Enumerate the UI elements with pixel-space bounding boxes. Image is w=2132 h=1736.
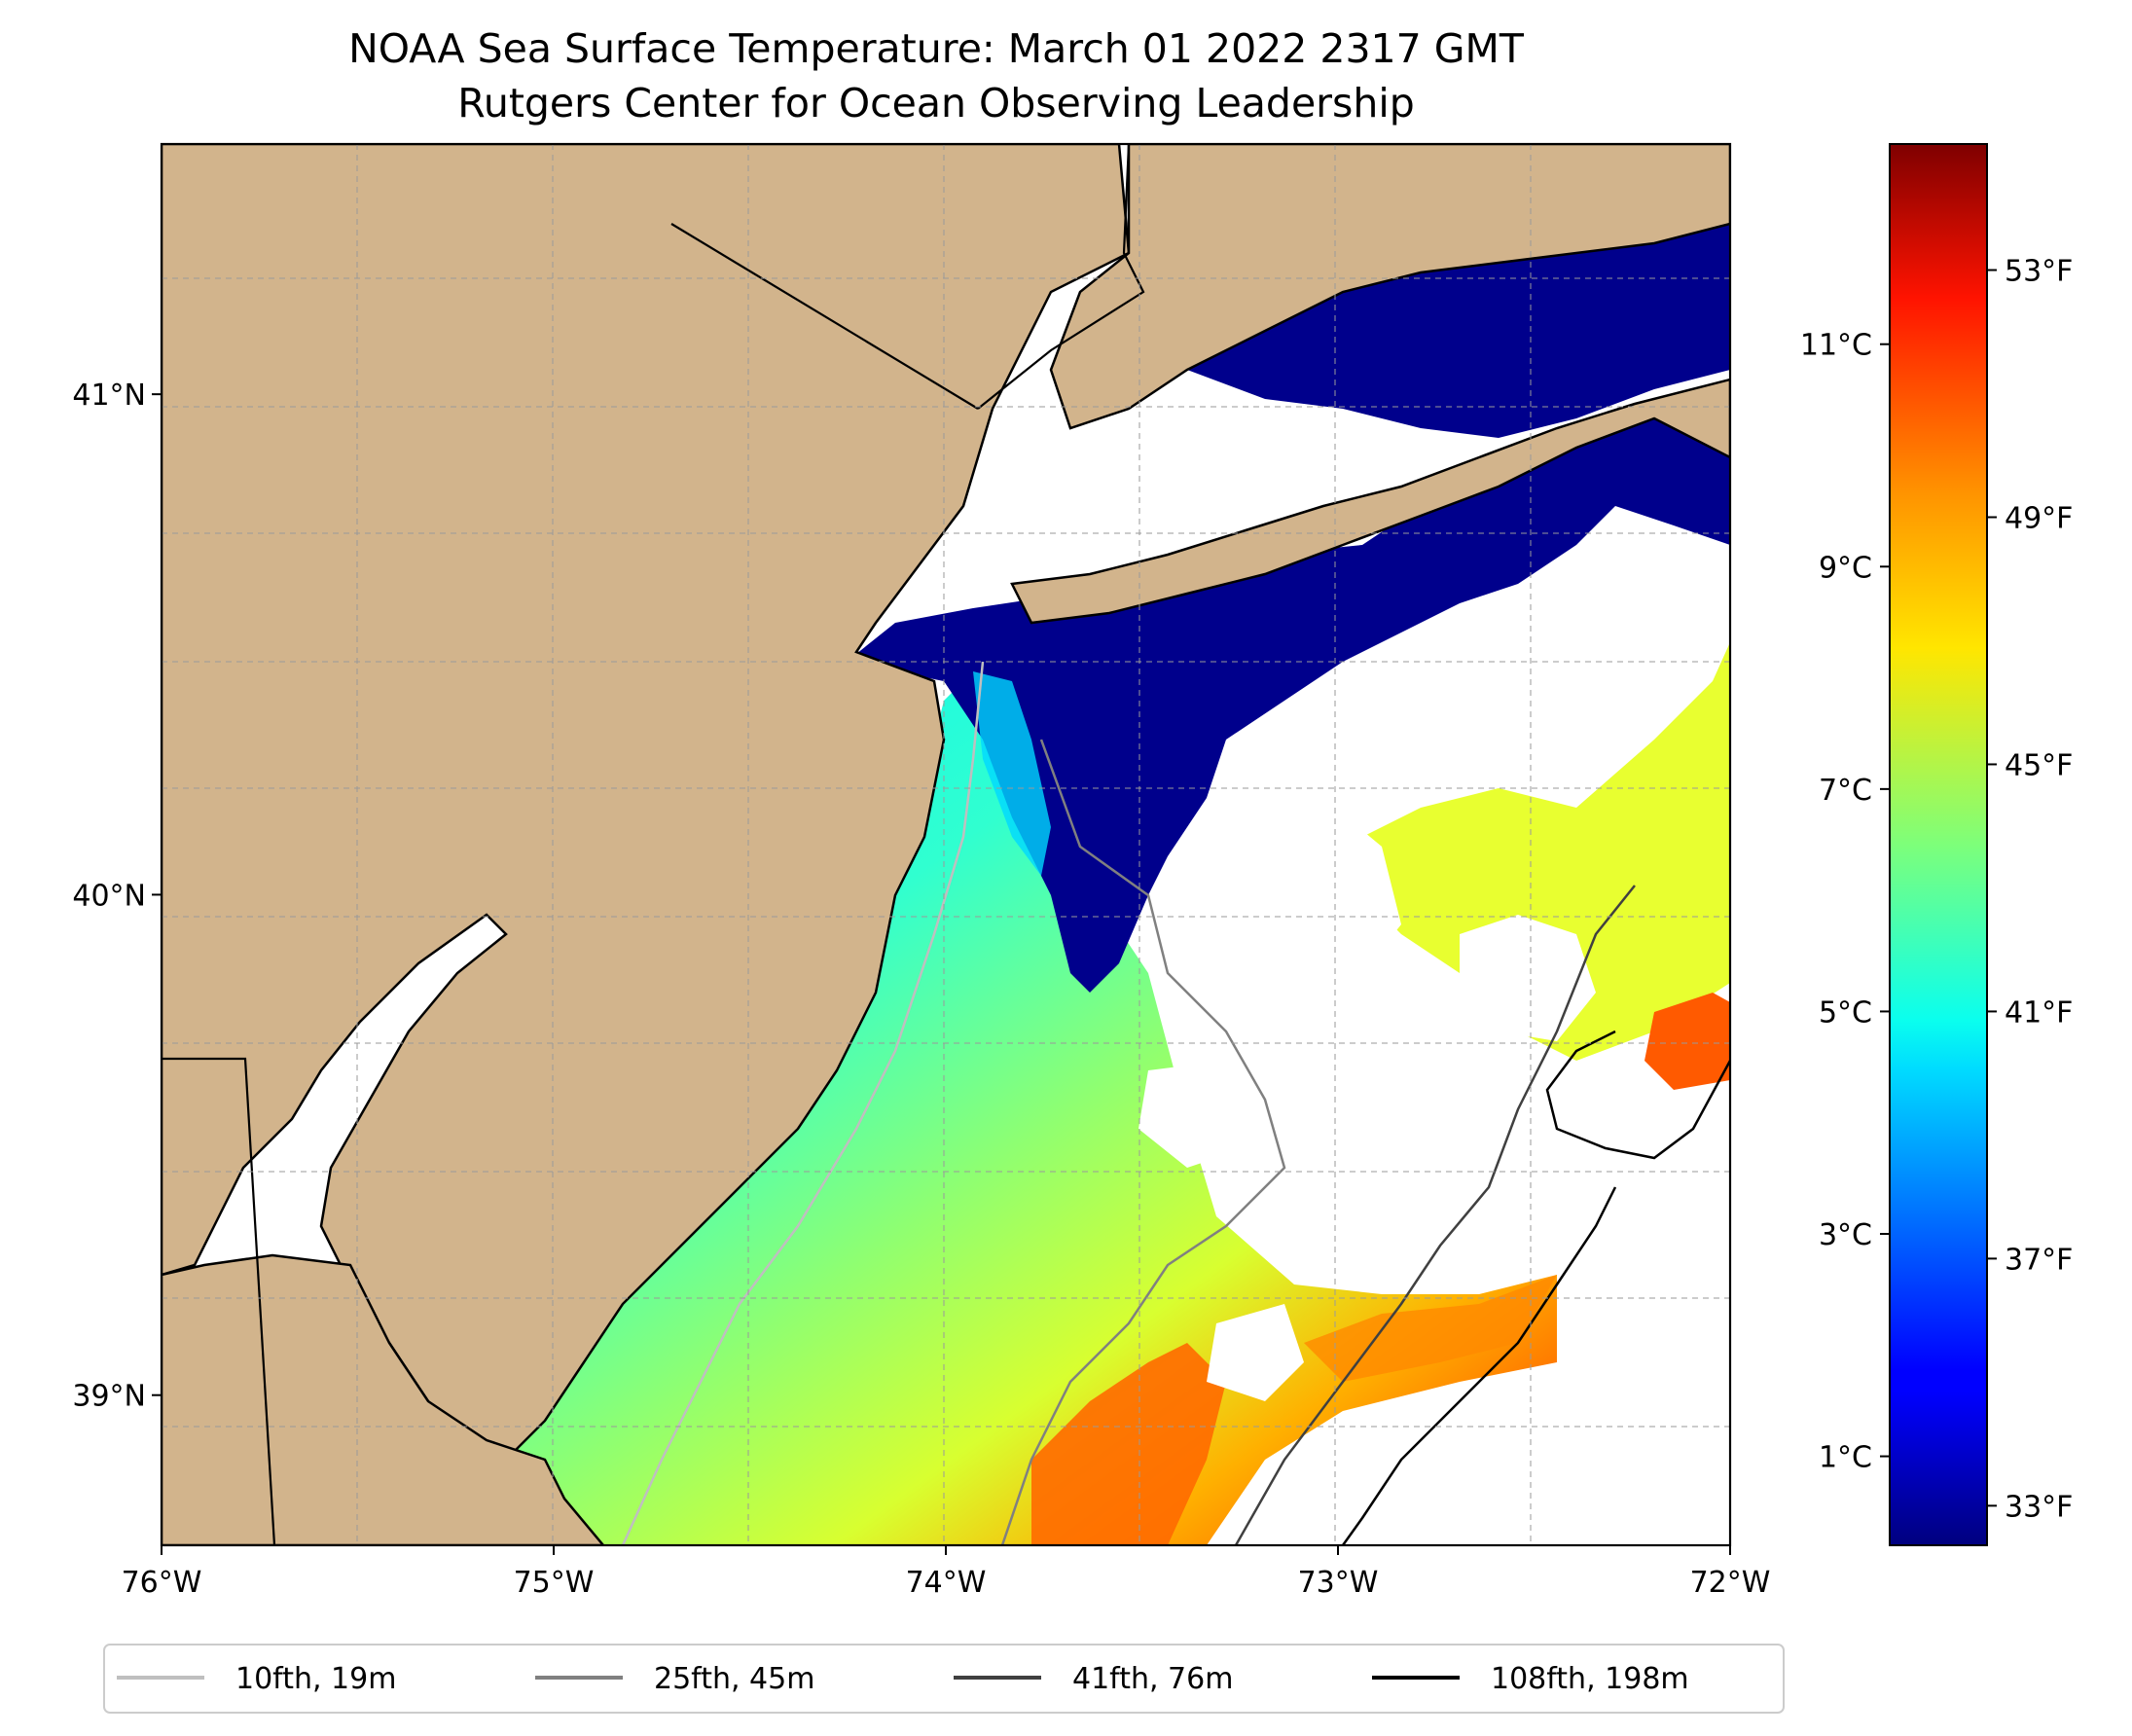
- land-long-island: [1010, 378, 1730, 625]
- colorbar-f-tick-label: 49°F: [2005, 501, 2073, 535]
- sst-field-warm-core: [1644, 993, 1730, 1090]
- land-connecticut: [1049, 144, 1730, 430]
- y-tick-label: 39°N: [72, 1380, 146, 1414]
- legend-entry: 25fth, 45m: [535, 1662, 814, 1696]
- colorbar-f-tick-label: 53°F: [2005, 255, 2073, 289]
- x-axis: 76°W 75°W 74°W 73°W 72°W: [122, 1545, 1771, 1600]
- state-border-de-md: [162, 1057, 276, 1545]
- legend-entry: 10fth, 19m: [117, 1662, 396, 1696]
- land-mainland: [162, 144, 1131, 1462]
- contour-41fth: [1234, 885, 1636, 1545]
- no-data-hole-5: [1207, 1304, 1304, 1401]
- map-grid: [162, 144, 1730, 1545]
- contour-108fth: [1341, 1030, 1730, 1545]
- colorbar-c-tick-label: 1°C: [1819, 1441, 1872, 1475]
- sst-field-offshore: [1362, 642, 1730, 1061]
- y-axis: 39°N 40°N 41°N: [72, 379, 162, 1414]
- colorbar[interactable]: [1889, 143, 1988, 1546]
- colorbar-c-tick-label: 9°C: [1819, 551, 1872, 585]
- no-data-hole-1: [1207, 798, 1401, 993]
- state-border-ny-nj: [670, 223, 979, 410]
- colorbar-f-tick-label: 33°F: [2005, 1490, 2073, 1524]
- x-tick-label: 74°W: [906, 1566, 987, 1600]
- no-data-hole-4: [1518, 1061, 1713, 1207]
- map-title-line1: NOAA Sea Surface Temperature: March 01 2…: [348, 25, 1525, 72]
- legend-box: [103, 1644, 1785, 1714]
- colorbar-f-tick-label: 41°F: [2005, 995, 2073, 1030]
- land-delmarva: [162, 1253, 605, 1545]
- sst-field-warm-east: [1304, 1275, 1557, 1382]
- colorbar-c-tick-label: 11°C: [1800, 329, 1872, 363]
- colorbar-celsius-axis: 1°C 3°C 5°C 7°C 9°C 11°C: [1800, 329, 1890, 1475]
- y-tick-label: 41°N: [72, 379, 146, 413]
- no-data-hole-3: [1138, 1061, 1265, 1168]
- x-tick-label: 73°W: [1298, 1566, 1379, 1600]
- sst-field-warm-south: [1031, 1343, 1226, 1545]
- sst-field-cyan-band: [973, 671, 1051, 876]
- state-border-ny-ct: [977, 144, 1145, 410]
- legend-entry: 108fth, 198m: [1372, 1662, 1689, 1696]
- legend-label: 10fth, 19m: [235, 1662, 396, 1696]
- x-tick-label: 75°W: [514, 1566, 595, 1600]
- legend-entry: 41fth, 76m: [954, 1662, 1233, 1696]
- y-tick-label: 40°N: [72, 879, 146, 913]
- contour-25fth: [1000, 739, 1286, 1545]
- colorbar-f-tick-label: 37°F: [2005, 1243, 2073, 1277]
- map-title-line2: Rutgers Center for Ocean Observing Leade…: [457, 80, 1415, 127]
- colorbar-fahrenheit-axis: 33°F 37°F 41°F 45°F 49°F 53°F: [1987, 255, 2073, 1524]
- colorbar-c-tick-label: 3°C: [1819, 1218, 1872, 1252]
- x-tick-label: 72°W: [1690, 1566, 1771, 1600]
- legend-label: 25fth, 45m: [654, 1662, 814, 1696]
- x-tick-label: 76°W: [122, 1566, 202, 1600]
- colorbar-c-tick-label: 5°C: [1819, 995, 1872, 1030]
- sst-field-cold-bight: [847, 384, 1730, 993]
- no-data-hole-2: [1460, 915, 1596, 1041]
- legend-label: 108fth, 198m: [1491, 1662, 1689, 1696]
- contour-10fth: [621, 661, 985, 1545]
- colorbar-f-tick-label: 45°F: [2005, 748, 2073, 782]
- depth-legend: 10fth, 19m 25fth, 45m 41fth, 76m 108fth,…: [103, 1644, 1785, 1714]
- map-area[interactable]: [162, 144, 1730, 1545]
- sst-field-cold-sound: [1187, 214, 1730, 438]
- legend-label: 41fth, 76m: [1072, 1662, 1233, 1696]
- colorbar-c-tick-label: 7°C: [1819, 774, 1872, 808]
